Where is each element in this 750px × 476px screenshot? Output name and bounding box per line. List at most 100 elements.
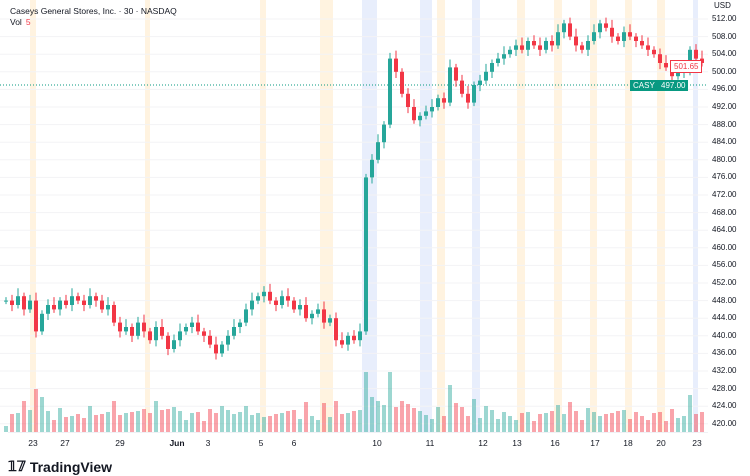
candle [232,327,236,336]
x-tick-label: 3 [205,438,211,448]
candle [46,305,50,314]
volume-bar [388,372,392,432]
volume-bar [364,372,368,432]
candle [190,322,194,327]
y-tick-label: 484.00 [712,137,737,147]
candle [292,300,296,310]
brand-name: TradingView [29,458,113,475]
candle [316,309,320,314]
candle [604,23,608,28]
candle [226,335,230,345]
volume-bar [688,395,692,432]
candle [118,322,122,332]
candle [286,296,290,301]
volume-bar [490,410,494,432]
y-tick-label: 480.00 [712,154,737,164]
candle [418,115,422,121]
y-tick-label: 488.00 [712,119,737,129]
candle [586,41,590,50]
volume-bar [700,412,704,432]
candle [400,71,404,94]
volume-bar [574,411,578,432]
volume-bar [520,413,524,432]
candle [622,32,626,41]
session-band [657,0,665,432]
tradingview-logo-icon: 𝟙𝟟 [8,458,26,474]
volume-bar [550,411,554,432]
candle [94,296,98,301]
candle [160,327,164,336]
x-tick-label: 27 [60,438,70,448]
last-price-tag: 501.65 [670,60,703,73]
candle [364,177,368,332]
candle [598,23,602,33]
volume-bar [142,409,146,432]
candle [88,296,92,305]
candle [136,322,140,336]
candle [280,296,284,305]
volume-bar [328,417,332,432]
candle [262,291,266,297]
volume-bar [508,416,512,432]
volume-bar [22,401,26,432]
candle [508,49,512,55]
volume-bar [496,419,500,432]
candle [394,58,398,72]
y-tick-label: 440.00 [712,330,737,340]
candle [634,36,638,41]
volume-bar [598,416,602,432]
candle [142,322,146,332]
currency-label[interactable]: USD [714,1,731,10]
candle [58,300,62,310]
candle [502,54,506,59]
volume-bar [382,405,386,432]
candle [184,327,188,332]
candle [568,23,572,37]
candle [694,49,698,59]
candle [676,71,680,77]
volume-bar [94,415,98,432]
volume-bar [400,401,404,432]
candle [544,41,548,50]
volume-bar [394,407,398,432]
candle [664,63,668,68]
x-tick-label: 12 [478,438,488,448]
volume-bar [376,401,380,432]
volume-bar [268,416,272,432]
candle [520,45,524,50]
volume-bar [118,415,122,432]
candle [334,318,338,341]
candle [244,309,248,323]
volume-bar [670,409,674,432]
volume-bar [40,397,44,432]
y-tick-label: 492.00 [712,102,737,111]
volume-bar [28,410,32,432]
volume-bar [514,420,518,432]
volume-bar [592,412,596,432]
volume-bar [100,414,104,432]
volume-bar [160,410,164,432]
session-band [517,0,525,432]
volume-bar [358,410,362,432]
x-tick-label: 5 [258,438,264,448]
volume-bar [346,413,350,432]
session-band [590,0,597,432]
candle [424,111,428,116]
volume-bar [610,413,614,432]
candle [466,93,470,103]
candle [100,300,104,310]
volume-bar [124,413,128,432]
volume-bar [682,416,686,432]
candle [310,313,314,319]
candle [40,313,44,332]
tradingview-logo[interactable]: 𝟙𝟟 TradingView [8,458,112,475]
candle [478,80,482,85]
candle [370,159,374,178]
volume-bar [442,416,446,432]
candle [130,327,134,336]
session-band [145,0,150,432]
volume-bar [646,420,650,432]
volume-bar [280,413,284,432]
volume-bar [274,414,278,432]
